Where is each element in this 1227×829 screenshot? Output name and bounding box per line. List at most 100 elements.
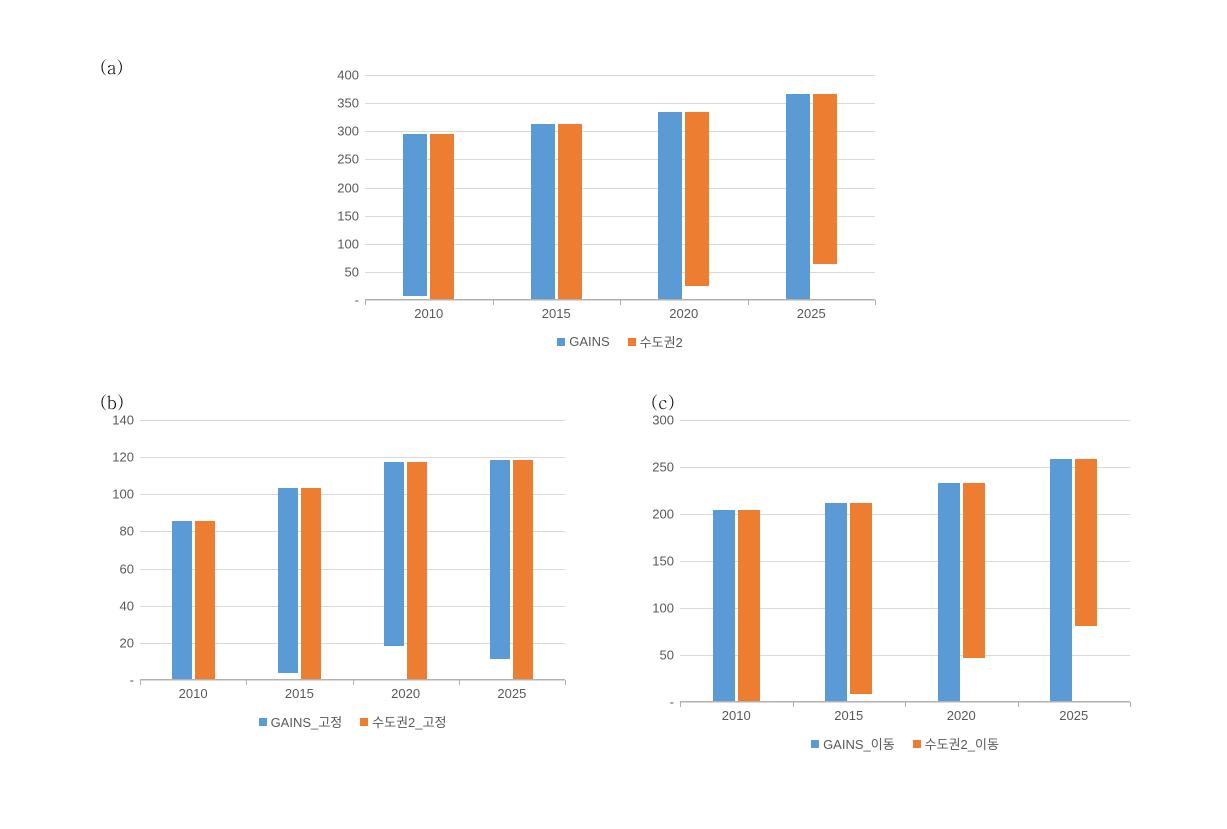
x-tick-label: 2015 — [834, 708, 863, 723]
bar-group — [172, 521, 215, 679]
bar — [430, 134, 454, 299]
y-tick-label: 40 — [120, 598, 140, 613]
bar — [172, 521, 192, 679]
bar — [938, 483, 960, 701]
x-axis: 2010201520202025 — [365, 300, 875, 322]
legend-label: GAINS_이동 — [823, 734, 895, 753]
y-tick-label: 140 — [112, 413, 140, 428]
legend: GAINS_고정 수도권2_고정 — [140, 712, 565, 731]
gridline — [140, 457, 565, 458]
legend-label: GAINS_고정 — [271, 712, 343, 731]
plot-area: -50100150200250300 — [680, 420, 1130, 702]
x-tick-label: 2015 — [542, 306, 571, 321]
x-tick — [493, 300, 494, 305]
bar-group — [531, 124, 582, 300]
legend-label: 수도권2_이동 — [925, 734, 999, 753]
bar — [1075, 459, 1097, 625]
legend-item: GAINS_고정 — [259, 712, 343, 731]
legend-swatch — [557, 338, 565, 346]
x-tick — [459, 680, 460, 685]
y-tick-label: 250 — [337, 152, 365, 167]
bar — [490, 460, 510, 659]
y-tick-label: - — [670, 695, 680, 710]
legend-swatch — [811, 740, 819, 748]
y-tick-label: 400 — [337, 68, 365, 83]
y-tick-label: - — [130, 673, 140, 688]
bar-group — [278, 488, 321, 679]
bar — [531, 124, 555, 300]
x-tick-label: 2020 — [391, 686, 420, 701]
y-tick-label: 100 — [112, 487, 140, 502]
bar — [786, 94, 810, 299]
bar — [384, 462, 404, 646]
x-tick — [905, 702, 906, 707]
x-tick — [875, 300, 876, 305]
y-tick-label: 200 — [337, 180, 365, 195]
legend-swatch — [628, 338, 636, 346]
bar-group — [403, 134, 454, 299]
chart-a: -501001502002503003504002010201520202025… — [325, 75, 900, 351]
chart-c: -50100150200250300 2010 2015 2020 2025 GAINS_… — [640, 420, 1145, 753]
legend-item: 수도권2 — [628, 332, 683, 351]
bar-group — [825, 503, 872, 701]
y-tick-label: 50 — [660, 648, 680, 663]
bar — [713, 510, 735, 701]
bar — [850, 503, 872, 695]
y-tick-label: 300 — [337, 124, 365, 139]
x-tick — [140, 680, 141, 685]
bar-group — [490, 460, 533, 679]
legend-swatch — [360, 718, 368, 726]
legend-swatch — [259, 718, 267, 726]
x-tick-label: 2025 — [497, 686, 526, 701]
y-tick-label: 20 — [120, 635, 140, 650]
bar — [403, 134, 427, 296]
gridline — [680, 420, 1130, 421]
y-tick-label: - — [355, 293, 365, 308]
x-tick — [1018, 702, 1019, 707]
y-tick-label: 350 — [337, 96, 365, 111]
bar-group — [713, 510, 760, 701]
y-tick-label: 100 — [652, 601, 680, 616]
bar — [658, 112, 682, 299]
y-tick-label: 100 — [337, 236, 365, 251]
bar — [813, 94, 837, 264]
y-tick-label: 50 — [345, 264, 365, 279]
x-tick-label: 2025 — [1059, 708, 1088, 723]
bar — [1050, 459, 1072, 701]
y-tick-label: 120 — [112, 450, 140, 465]
x-tick — [565, 680, 566, 685]
x-tick — [620, 300, 621, 305]
x-tick — [680, 702, 681, 707]
bar — [558, 124, 582, 300]
bar — [963, 483, 985, 658]
y-tick-label: 80 — [120, 524, 140, 539]
bar — [685, 112, 709, 285]
gridline — [365, 75, 875, 76]
plot-area: -20406080100120140 — [140, 420, 565, 680]
x-tick — [748, 300, 749, 305]
panel-label: (a) — [100, 55, 123, 80]
bar-group — [658, 112, 709, 299]
x-tick-label: 2020 — [947, 708, 976, 723]
x-tick-label: 2010 — [722, 708, 751, 723]
plot-area: -50100150200250300350400 — [365, 75, 875, 300]
legend-item: 수도권2_이동 — [913, 734, 999, 753]
x-tick-label: 2010 — [179, 686, 208, 701]
x-tick — [353, 680, 354, 685]
legend-label: 수도권2 — [640, 332, 683, 351]
x-axis: 2010201520202025 — [140, 680, 565, 702]
legend: GAINS 수도권2 — [365, 332, 875, 351]
x-tick — [793, 702, 794, 707]
bar-group — [1050, 459, 1097, 701]
bar — [738, 510, 760, 701]
x-tick-label: 2025 — [797, 306, 826, 321]
bar — [278, 488, 298, 674]
x-axis: 2010 2015 2020 2025 — [680, 702, 1130, 724]
panel-label: (b) — [100, 390, 124, 415]
bar — [301, 488, 321, 679]
x-tick — [246, 680, 247, 685]
legend-label: GAINS — [569, 334, 609, 349]
x-tick — [365, 300, 366, 305]
x-tick-label: 2010 — [414, 306, 443, 321]
legend-label: 수도권2_고정 — [372, 712, 446, 731]
